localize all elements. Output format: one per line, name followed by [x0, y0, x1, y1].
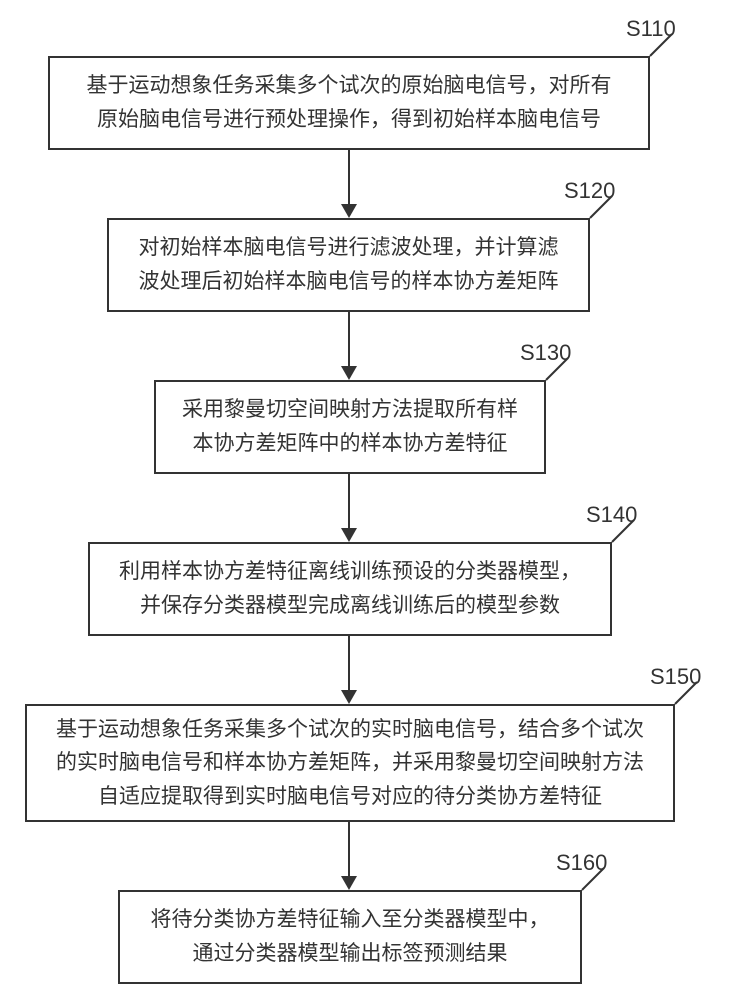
node-text: 利用样本协方差特征离线训练预设的分类器模型， 并保存分类器模型完成离线训练后的模…	[119, 555, 581, 622]
arrow-line-1	[348, 312, 350, 366]
label-connector-s160	[0, 0, 751, 1000]
arrow-head-4	[341, 876, 357, 890]
node-text: 对初始样本脑电信号进行滤波处理，并计算滤 波处理后初始样本脑电信号的样本协方差矩…	[139, 231, 559, 298]
step-label-s120: S120	[564, 178, 615, 204]
flowchart-container: 基于运动想象任务采集多个试次的原始脑电信号，对所有 原始脑电信号进行预处理操作，…	[0, 0, 751, 1000]
flowchart-node-s160: 将待分类协方差特征输入至分类器模型中， 通过分类器模型输出标签预测结果	[118, 890, 582, 984]
flowchart-node-s130: 采用黎曼切空间映射方法提取所有样 本协方差矩阵中的样本协方差特征	[154, 380, 546, 474]
step-label-s110: S110	[626, 16, 676, 42]
flowchart-node-s110: 基于运动想象任务采集多个试次的原始脑电信号，对所有 原始脑电信号进行预处理操作，…	[48, 56, 650, 150]
node-text: 基于运动想象任务采集多个试次的原始脑电信号，对所有 原始脑电信号进行预处理操作，…	[87, 69, 612, 136]
flowchart-node-s120: 对初始样本脑电信号进行滤波处理，并计算滤 波处理后初始样本脑电信号的样本协方差矩…	[107, 218, 590, 312]
node-text: 采用黎曼切空间映射方法提取所有样 本协方差矩阵中的样本协方差特征	[182, 393, 518, 460]
arrow-line-3	[348, 636, 350, 690]
step-label-s130: S130	[520, 340, 571, 366]
flowchart-node-s140: 利用样本协方差特征离线训练预设的分类器模型， 并保存分类器模型完成离线训练后的模…	[88, 542, 612, 636]
label-connector-s110	[0, 0, 751, 1000]
arrow-head-1	[341, 366, 357, 380]
node-text: 基于运动想象任务采集多个试次的实时脑电信号，结合多个试次 的实时脑电信号和样本协…	[56, 713, 644, 814]
label-connector-s150	[0, 0, 751, 1000]
node-text: 将待分类协方差特征输入至分类器模型中， 通过分类器模型输出标签预测结果	[151, 903, 550, 970]
step-label-s160: S160	[556, 850, 607, 876]
step-label-s140: S140	[586, 502, 637, 528]
label-connector-s140	[0, 0, 751, 1000]
arrow-line-0	[348, 150, 350, 204]
arrow-head-2	[341, 528, 357, 542]
label-connector-s130	[0, 0, 751, 1000]
arrow-line-4	[348, 822, 350, 876]
flowchart-node-s150: 基于运动想象任务采集多个试次的实时脑电信号，结合多个试次 的实时脑电信号和样本协…	[25, 704, 675, 822]
arrow-head-3	[341, 690, 357, 704]
step-label-s150: S150	[650, 664, 701, 690]
arrow-head-0	[341, 204, 357, 218]
arrow-line-2	[348, 474, 350, 528]
label-connector-s120	[0, 0, 751, 1000]
